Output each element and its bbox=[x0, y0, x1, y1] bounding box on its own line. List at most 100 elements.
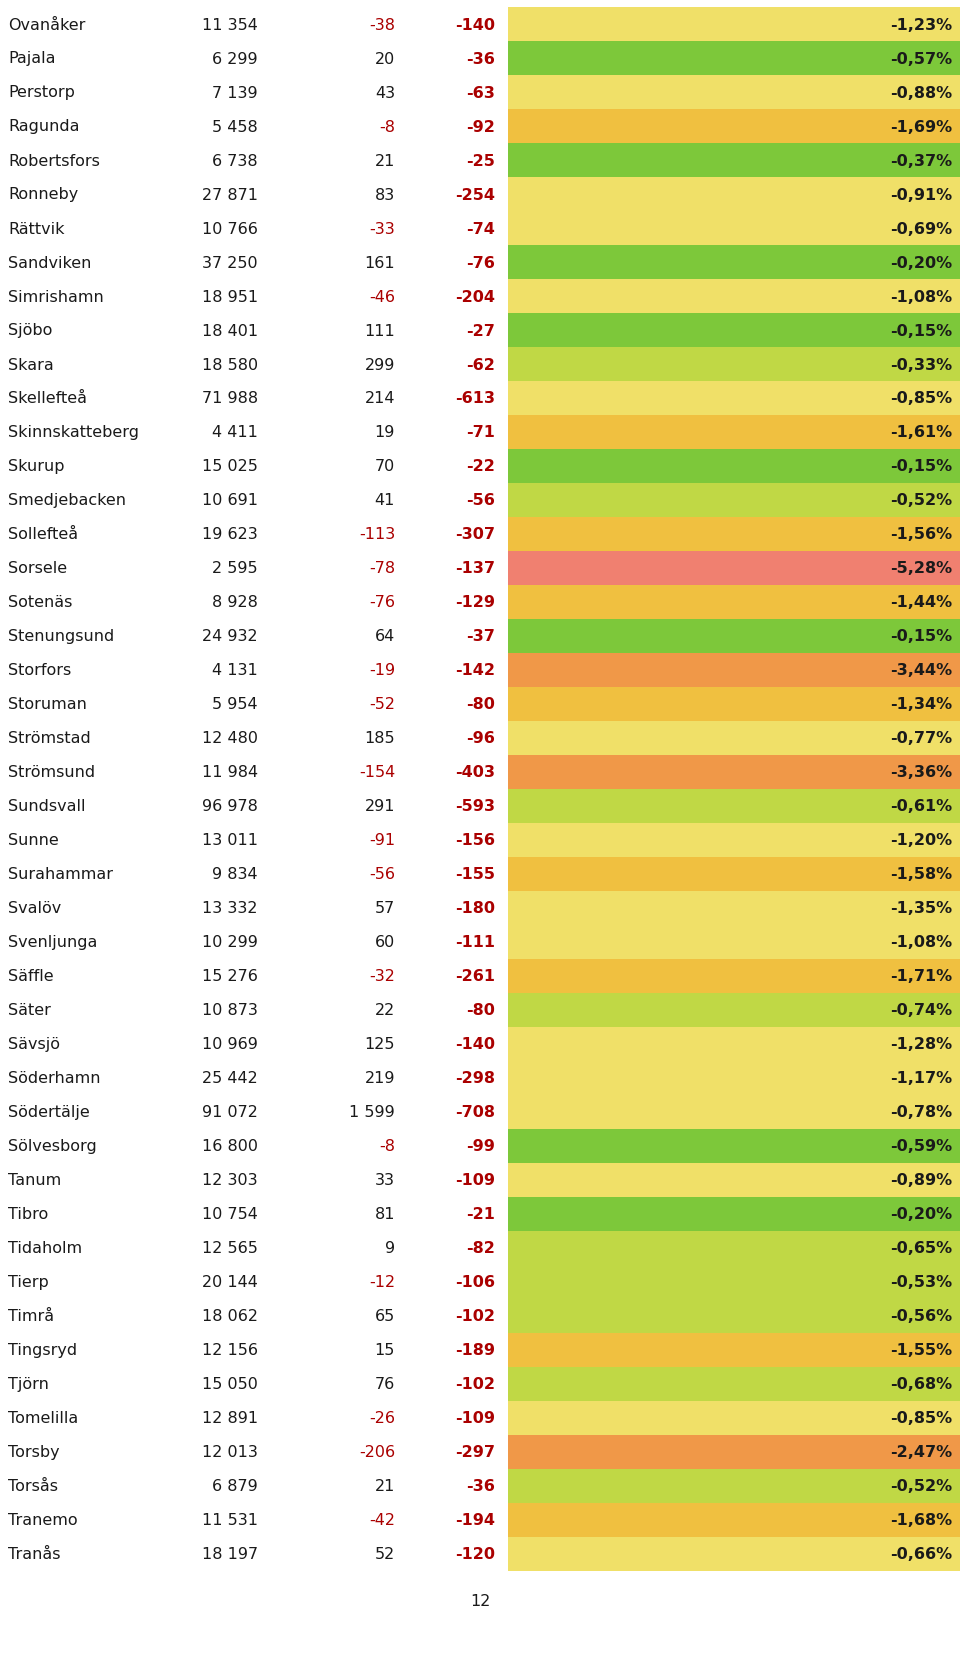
Text: -106: -106 bbox=[455, 1274, 495, 1289]
Text: Tranemo: Tranemo bbox=[8, 1513, 78, 1528]
Text: -1,69%: -1,69% bbox=[890, 119, 952, 134]
Text: 4 411: 4 411 bbox=[212, 425, 258, 440]
Bar bbox=[508, 1096, 960, 1129]
Text: Svenljunga: Svenljunga bbox=[8, 935, 97, 950]
Text: 299: 299 bbox=[365, 357, 395, 372]
Text: -37: -37 bbox=[467, 629, 495, 644]
Text: 37 250: 37 250 bbox=[203, 255, 258, 270]
Text: -0,20%: -0,20% bbox=[890, 255, 952, 270]
Text: -56: -56 bbox=[467, 493, 495, 508]
Text: 10 691: 10 691 bbox=[202, 493, 258, 508]
Text: -194: -194 bbox=[455, 1513, 495, 1528]
Text: -8: -8 bbox=[379, 119, 395, 134]
Text: -0,69%: -0,69% bbox=[890, 222, 952, 237]
Text: 18 401: 18 401 bbox=[202, 323, 258, 338]
Text: Tanum: Tanum bbox=[8, 1173, 61, 1188]
Text: -0,33%: -0,33% bbox=[890, 357, 952, 372]
Text: 65: 65 bbox=[374, 1309, 395, 1324]
Text: -1,28%: -1,28% bbox=[890, 1038, 952, 1053]
Bar bbox=[508, 1264, 960, 1299]
Text: Sjöbo: Sjöbo bbox=[8, 323, 53, 338]
Text: 83: 83 bbox=[374, 187, 395, 202]
Text: -3,44%: -3,44% bbox=[890, 664, 952, 679]
Text: 6 879: 6 879 bbox=[212, 1478, 258, 1493]
Text: -154: -154 bbox=[359, 765, 395, 780]
Text: 125: 125 bbox=[365, 1038, 395, 1053]
Bar bbox=[508, 687, 960, 722]
Text: -91: -91 bbox=[369, 832, 395, 847]
Text: Torsby: Torsby bbox=[8, 1445, 60, 1460]
Bar bbox=[508, 586, 960, 619]
Text: -180: -180 bbox=[455, 900, 495, 915]
Text: -0,89%: -0,89% bbox=[890, 1173, 952, 1188]
Bar bbox=[508, 348, 960, 382]
Text: Svalöv: Svalöv bbox=[8, 900, 61, 915]
Text: Tranås: Tranås bbox=[8, 1546, 60, 1562]
Text: 18 062: 18 062 bbox=[202, 1309, 258, 1324]
Text: Stenungsund: Stenungsund bbox=[8, 629, 114, 644]
Text: 25 442: 25 442 bbox=[203, 1071, 258, 1086]
Bar bbox=[508, 756, 960, 789]
Bar bbox=[508, 1435, 960, 1470]
Bar bbox=[508, 483, 960, 518]
Text: 10 969: 10 969 bbox=[203, 1038, 258, 1053]
Text: 9: 9 bbox=[385, 1241, 395, 1256]
Text: -120: -120 bbox=[455, 1546, 495, 1562]
Text: -113: -113 bbox=[359, 528, 395, 543]
Text: 11 531: 11 531 bbox=[202, 1513, 258, 1528]
Text: -137: -137 bbox=[455, 561, 495, 576]
Text: 76: 76 bbox=[374, 1377, 395, 1392]
Text: -0,15%: -0,15% bbox=[890, 629, 952, 644]
Text: -298: -298 bbox=[455, 1071, 495, 1086]
Text: -142: -142 bbox=[455, 664, 495, 679]
Bar bbox=[508, 76, 960, 109]
Text: -25: -25 bbox=[467, 154, 495, 169]
Bar bbox=[508, 1367, 960, 1402]
Bar bbox=[508, 144, 960, 177]
Bar bbox=[508, 1231, 960, 1264]
Text: 10 766: 10 766 bbox=[203, 222, 258, 237]
Text: -1,71%: -1,71% bbox=[890, 968, 952, 985]
Bar bbox=[508, 415, 960, 450]
Text: 70: 70 bbox=[374, 458, 395, 475]
Text: 6 738: 6 738 bbox=[212, 154, 258, 169]
Bar bbox=[508, 8, 960, 41]
Text: Söderhamn: Söderhamn bbox=[8, 1071, 101, 1086]
Text: 15: 15 bbox=[374, 1342, 395, 1357]
Text: -204: -204 bbox=[455, 290, 495, 305]
Text: -76: -76 bbox=[467, 255, 495, 270]
Text: Rättvik: Rättvik bbox=[8, 222, 64, 237]
Text: 71 988: 71 988 bbox=[202, 391, 258, 405]
Text: -0,66%: -0,66% bbox=[890, 1546, 952, 1562]
Text: 12: 12 bbox=[469, 1594, 491, 1609]
Text: -0,74%: -0,74% bbox=[890, 1003, 952, 1018]
Text: -19: -19 bbox=[369, 664, 395, 679]
Text: Ronneby: Ronneby bbox=[8, 187, 79, 202]
Text: -1,44%: -1,44% bbox=[890, 596, 952, 611]
Text: -261: -261 bbox=[455, 968, 495, 985]
Text: -109: -109 bbox=[455, 1410, 495, 1425]
Text: Surahammar: Surahammar bbox=[8, 867, 113, 882]
Text: Sölvesborg: Sölvesborg bbox=[8, 1139, 97, 1154]
Bar bbox=[508, 551, 960, 586]
Bar bbox=[508, 280, 960, 314]
Bar bbox=[508, 1197, 960, 1231]
Text: -1,61%: -1,61% bbox=[890, 425, 952, 440]
Text: Strömstad: Strömstad bbox=[8, 732, 91, 746]
Text: 11 354: 11 354 bbox=[203, 18, 258, 33]
Text: Sorsele: Sorsele bbox=[8, 561, 67, 576]
Text: -22: -22 bbox=[467, 458, 495, 475]
Text: Ragunda: Ragunda bbox=[8, 119, 80, 134]
Bar bbox=[508, 824, 960, 857]
Text: -38: -38 bbox=[369, 18, 395, 33]
Text: -1,56%: -1,56% bbox=[890, 528, 952, 543]
Text: -78: -78 bbox=[369, 561, 395, 576]
Text: -708: -708 bbox=[455, 1106, 495, 1120]
Text: 13 332: 13 332 bbox=[203, 900, 258, 915]
Bar bbox=[508, 1334, 960, 1367]
Text: Sotenäs: Sotenäs bbox=[8, 596, 72, 611]
Bar bbox=[508, 857, 960, 892]
Text: 16 800: 16 800 bbox=[202, 1139, 258, 1154]
Text: -0,37%: -0,37% bbox=[890, 154, 952, 169]
Text: Skinnskatteberg: Skinnskatteberg bbox=[8, 425, 139, 440]
